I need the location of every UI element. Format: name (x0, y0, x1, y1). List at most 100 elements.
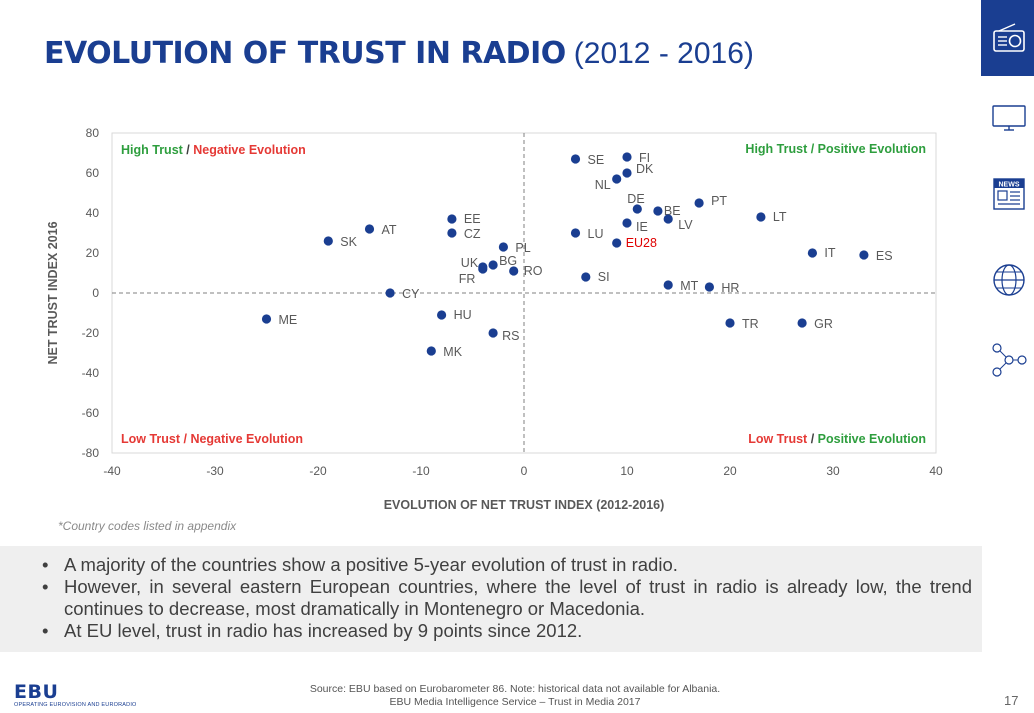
y-tick-label: 60 (86, 166, 100, 180)
data-point-de (632, 204, 642, 214)
quadrant-label-bottom-right: Low Trust / Positive Evolution (748, 432, 926, 446)
data-point-gr (797, 318, 807, 328)
ebu-logo-tagline: OPERATING EUROVISION AND EURORADIO (14, 702, 137, 708)
data-point-tr (725, 318, 735, 328)
data-point-nl (612, 174, 622, 184)
tv-icon[interactable] (991, 100, 1027, 136)
y-tick-label: 40 (86, 206, 100, 220)
data-label-hu: HU (454, 308, 472, 322)
y-tick-label: -60 (82, 406, 100, 420)
y-tick-label: -80 (82, 446, 100, 460)
data-point-mt (663, 280, 673, 290)
bullet-item: At EU level, trust in radio has increase… (40, 620, 972, 642)
source-line-2: EBU Media Intelligence Service – Trust i… (389, 696, 641, 708)
y-tick-label: 20 (86, 246, 100, 260)
y-tick-label: -20 (82, 326, 100, 340)
page-title: EVOLUTION OF TRUST IN RADIO (2012 - 2016) (44, 36, 754, 71)
footnote: *Country codes listed in appendix (58, 519, 237, 533)
data-label-ie: IE (636, 220, 648, 234)
data-label-mt: MT (680, 279, 698, 293)
quadrant-label-part: Low Trust / Negative Evolution (121, 432, 303, 446)
data-label-se: SE (588, 153, 605, 167)
data-label-dk: DK (636, 162, 654, 176)
ebu-logo: EBU (14, 681, 59, 703)
title-main: EVOLUTION OF TRUST IN RADIO (44, 36, 566, 71)
x-tick-label: -10 (412, 464, 430, 478)
bullet-item: A majority of the countries show a posit… (40, 554, 972, 576)
data-point-pt (694, 198, 704, 208)
quadrant-label-part: Positive Evolution (818, 432, 926, 446)
page-number: 17 (1004, 693, 1019, 708)
x-axis-title: EVOLUTION OF NET TRUST INDEX (2012-2016) (384, 498, 665, 512)
summary-panel: A majority of the countries show a posit… (0, 546, 982, 652)
data-point-be (653, 206, 663, 216)
globe-icon[interactable] (991, 262, 1027, 298)
x-tick-label: 20 (723, 464, 737, 478)
quadrant-label-part: Negative Evolution (193, 143, 306, 157)
y-tick-label: 0 (92, 286, 99, 300)
data-point-lu (570, 228, 581, 238)
scatter-chart: -40 -30 -20 -10 0 10 20 30 40 80 60 40 20 0 -20 -40 -60 -… (46, 126, 943, 512)
data-point-me (261, 314, 272, 324)
news-icon[interactable]: NEWS (991, 176, 1027, 212)
news-icon-label: NEWS (999, 182, 1020, 189)
data-point-fi (622, 152, 632, 162)
data-label-nl: NL (595, 178, 611, 192)
data-label-mk: MK (443, 345, 462, 359)
x-tick-label: 0 (521, 464, 528, 478)
sidebar-active-item[interactable] (981, 0, 1034, 76)
data-label-sk: SK (340, 235, 357, 249)
data-label-bg: BG (499, 254, 517, 268)
data-label-uk: UK (461, 256, 479, 270)
data-label-pl: PL (515, 241, 530, 255)
data-point-lv (663, 214, 673, 224)
data-label-gr: GR (814, 317, 833, 331)
x-tick-label: 30 (826, 464, 840, 478)
data-point-it (807, 248, 818, 258)
y-tick-label: 80 (86, 126, 100, 140)
x-tick-label: -40 (103, 464, 121, 478)
data-label-si: SI (598, 270, 610, 284)
data-point-pl (498, 242, 508, 252)
bullet-item: However, in several eastern European cou… (40, 576, 972, 620)
data-point-cz (447, 228, 457, 238)
quadrant-label-top-left: High Trust / Negative Evolution (121, 143, 306, 157)
data-point-si (581, 272, 591, 282)
data-label-lt: LT (773, 210, 787, 224)
data-point-sk (323, 236, 333, 246)
data-label-lu: LU (588, 227, 604, 241)
data-point-ie (622, 218, 632, 228)
data-label-de: DE (627, 192, 644, 206)
data-label-eu28: EU28 (626, 236, 657, 250)
source-note: Source: EBU based on Eurobarometer 86. N… (200, 683, 830, 709)
quadrant-label-part: High Trust (121, 143, 184, 157)
data-point-ee (447, 214, 457, 224)
data-label-it: IT (824, 246, 835, 260)
data-point-es (859, 250, 869, 260)
data-point-se (570, 154, 581, 164)
source-line-1: Source: EBU based on Eurobarometer 86. N… (309, 683, 721, 695)
social-network-icon[interactable] (991, 342, 1027, 378)
data-point-rs (488, 328, 498, 338)
y-axis-title: NET TRUST INDEX 2016 (46, 221, 60, 364)
title-sub: (2012 - 2016) (573, 37, 754, 70)
data-point-ro (509, 266, 519, 276)
y-tick-label: -40 (82, 366, 100, 380)
data-point-dk (622, 168, 632, 178)
radio-icon[interactable] (991, 20, 1027, 56)
data-point-cy (385, 288, 395, 298)
data-label-ro: RO (524, 264, 543, 278)
quadrant-label-part: / (807, 432, 817, 446)
data-label-cz: CZ (464, 227, 481, 241)
data-label-fi: FI (639, 151, 650, 165)
data-label-fr: FR (459, 272, 476, 286)
data-label-rs: RS (502, 329, 519, 343)
x-tick-label: 40 (929, 464, 943, 478)
quadrant-label-top-right: High Trust / Positive Evolution (745, 142, 926, 156)
data-label-tr: TR (742, 317, 759, 331)
data-point-bg (488, 260, 498, 270)
data-point-fr (478, 262, 488, 272)
data-label-pt: PT (711, 194, 727, 208)
data-label-cy: CY (402, 287, 420, 301)
data-point-mk (426, 346, 436, 356)
